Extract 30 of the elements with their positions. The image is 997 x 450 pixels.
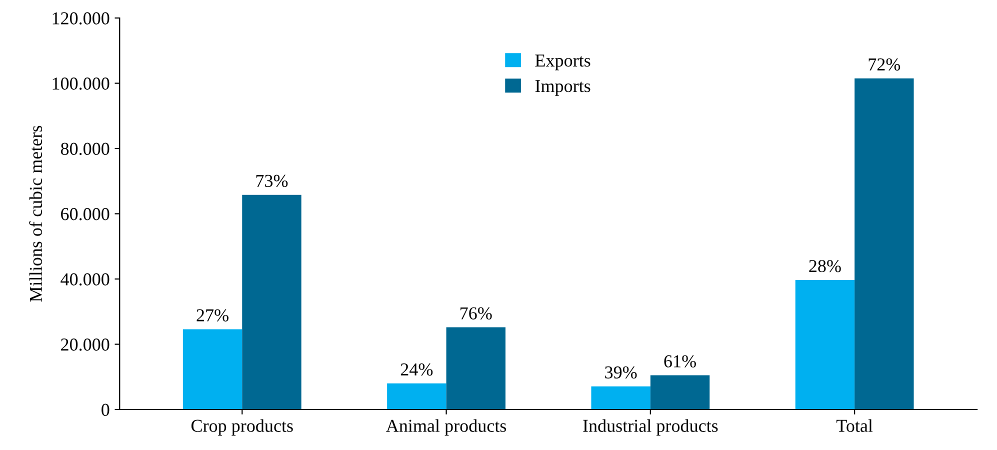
annotation: 72% — [868, 58, 900, 71]
bar — [182, 329, 242, 410]
y-tick-label: 60.000 — [61, 208, 110, 220]
y-tick-label: 0 — [102, 404, 110, 416]
annotation: 61% — [664, 355, 696, 368]
x-tick-label: Animal products — [386, 419, 506, 436]
bar — [650, 375, 710, 410]
bar — [446, 327, 506, 410]
annotation: 73% — [256, 174, 288, 188]
bar — [591, 386, 650, 410]
legend-label: Exports — [535, 54, 590, 70]
y-tick-label: 120.000 — [52, 12, 110, 25]
y-axis-title: Millions of cubic meters — [29, 126, 42, 302]
annotation: 27% — [196, 309, 228, 322]
x-tick-label: Total — [836, 419, 873, 432]
legend-label: Imports — [535, 80, 590, 96]
annotation: 28% — [809, 260, 841, 272]
annotation: 76% — [460, 307, 492, 320]
bar — [854, 78, 914, 410]
x-tick-label: Industrial products — [583, 419, 718, 436]
annotation: 39% — [605, 366, 637, 379]
bar — [387, 383, 446, 410]
y-tick-label: 20.000 — [61, 338, 110, 351]
annotation: 24% — [400, 363, 433, 376]
y-tick-label: 100.000 — [52, 78, 110, 90]
bar — [795, 280, 855, 410]
bar — [242, 194, 302, 410]
y-tick-label: 80.000 — [60, 142, 110, 156]
x-tick-label: Crop products — [191, 419, 293, 436]
y-tick-label: 40.000 — [60, 273, 110, 286]
